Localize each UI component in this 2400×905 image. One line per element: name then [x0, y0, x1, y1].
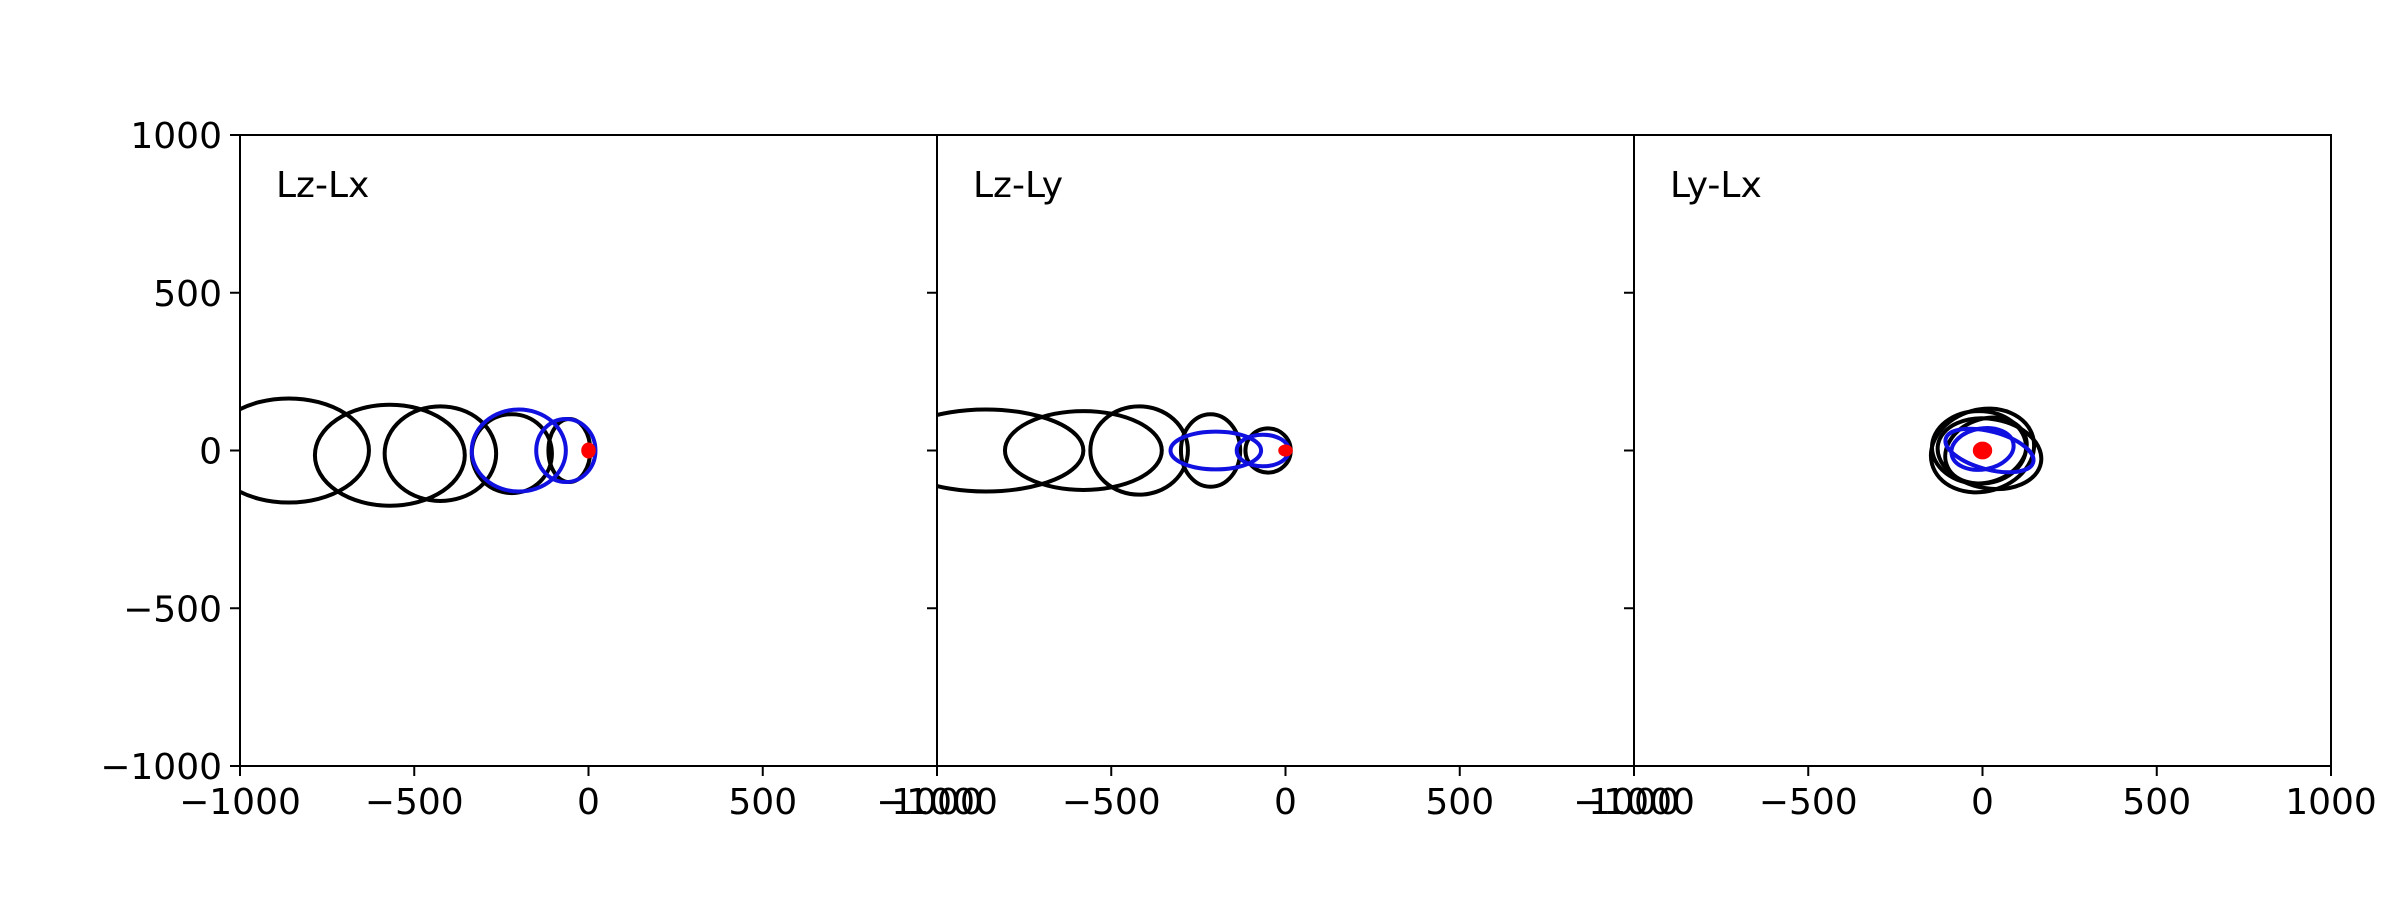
plot-area [937, 404, 1293, 497]
x-tick-label: −500 [1062, 782, 1161, 823]
x-tick-label: 1000 [1588, 782, 1680, 823]
series-1-ellipse-1 [240, 396, 371, 505]
plot-area [1928, 406, 2044, 495]
series-2-ellipse-1 [469, 407, 568, 494]
series-1-ellipse-3 [1088, 404, 1190, 497]
series-1-ellipse-4 [1178, 412, 1243, 489]
y-tick-label: 0 [199, 432, 222, 473]
x-tick-label: 500 [728, 782, 797, 823]
x-tick-label: 500 [2122, 782, 2191, 823]
series-1-ellipse-3 [382, 404, 499, 503]
x-tick-label: −1000 [179, 782, 301, 823]
series-1-ellipse-2 [312, 402, 467, 508]
x-tick-label: 1000 [891, 782, 983, 823]
series-1-ellipse-4 [1943, 415, 2029, 486]
panel-3: −1000 −500 0 500 1000 Ly-Lx [1573, 134, 2377, 823]
panel-1: −1000 −500 0 500 1000 1000 500 0 −500 −1000 Lz-Lx [100, 116, 983, 823]
y-tick-label: −500 [123, 589, 222, 630]
x-tick-label: −1000 [876, 782, 998, 823]
panel-2: −1000 −500 0 500 1000 Lz-Ly [876, 134, 1680, 823]
series-2-ellipse-2 [1949, 426, 2016, 472]
x-tick-label: 0 [1274, 782, 1297, 823]
y-tick-label: −1000 [100, 747, 222, 788]
y-tick-label: 1000 [130, 116, 222, 157]
x-tick-label: −500 [365, 782, 464, 823]
series-1-ellipse-4 [469, 412, 554, 496]
y-tick-label: 500 [153, 274, 222, 315]
x-tick-label: −1000 [1573, 782, 1695, 823]
panel-label: Lz-Lx [276, 165, 369, 206]
x-tick-label: −500 [1759, 782, 1858, 823]
series-3-ellipse-1 [1972, 441, 1993, 460]
x-tick-label: 1000 [2285, 782, 2377, 823]
series-1-ellipse-1 [937, 407, 1086, 494]
x-tick-label: 0 [1971, 782, 1994, 823]
series-3-ellipse-1 [1278, 444, 1293, 457]
x-tick-label: 500 [1425, 782, 1494, 823]
series-1-ellipse-2 [1002, 409, 1164, 492]
x-tick-label: 0 [577, 782, 600, 823]
series-2-ellipse-1 [1168, 429, 1264, 472]
plot-area [240, 396, 598, 508]
panel-label: Lz-Ly [973, 165, 1063, 206]
panel-label: Ly-Lx [1670, 165, 1762, 206]
series-3-ellipse-1 [581, 442, 596, 459]
